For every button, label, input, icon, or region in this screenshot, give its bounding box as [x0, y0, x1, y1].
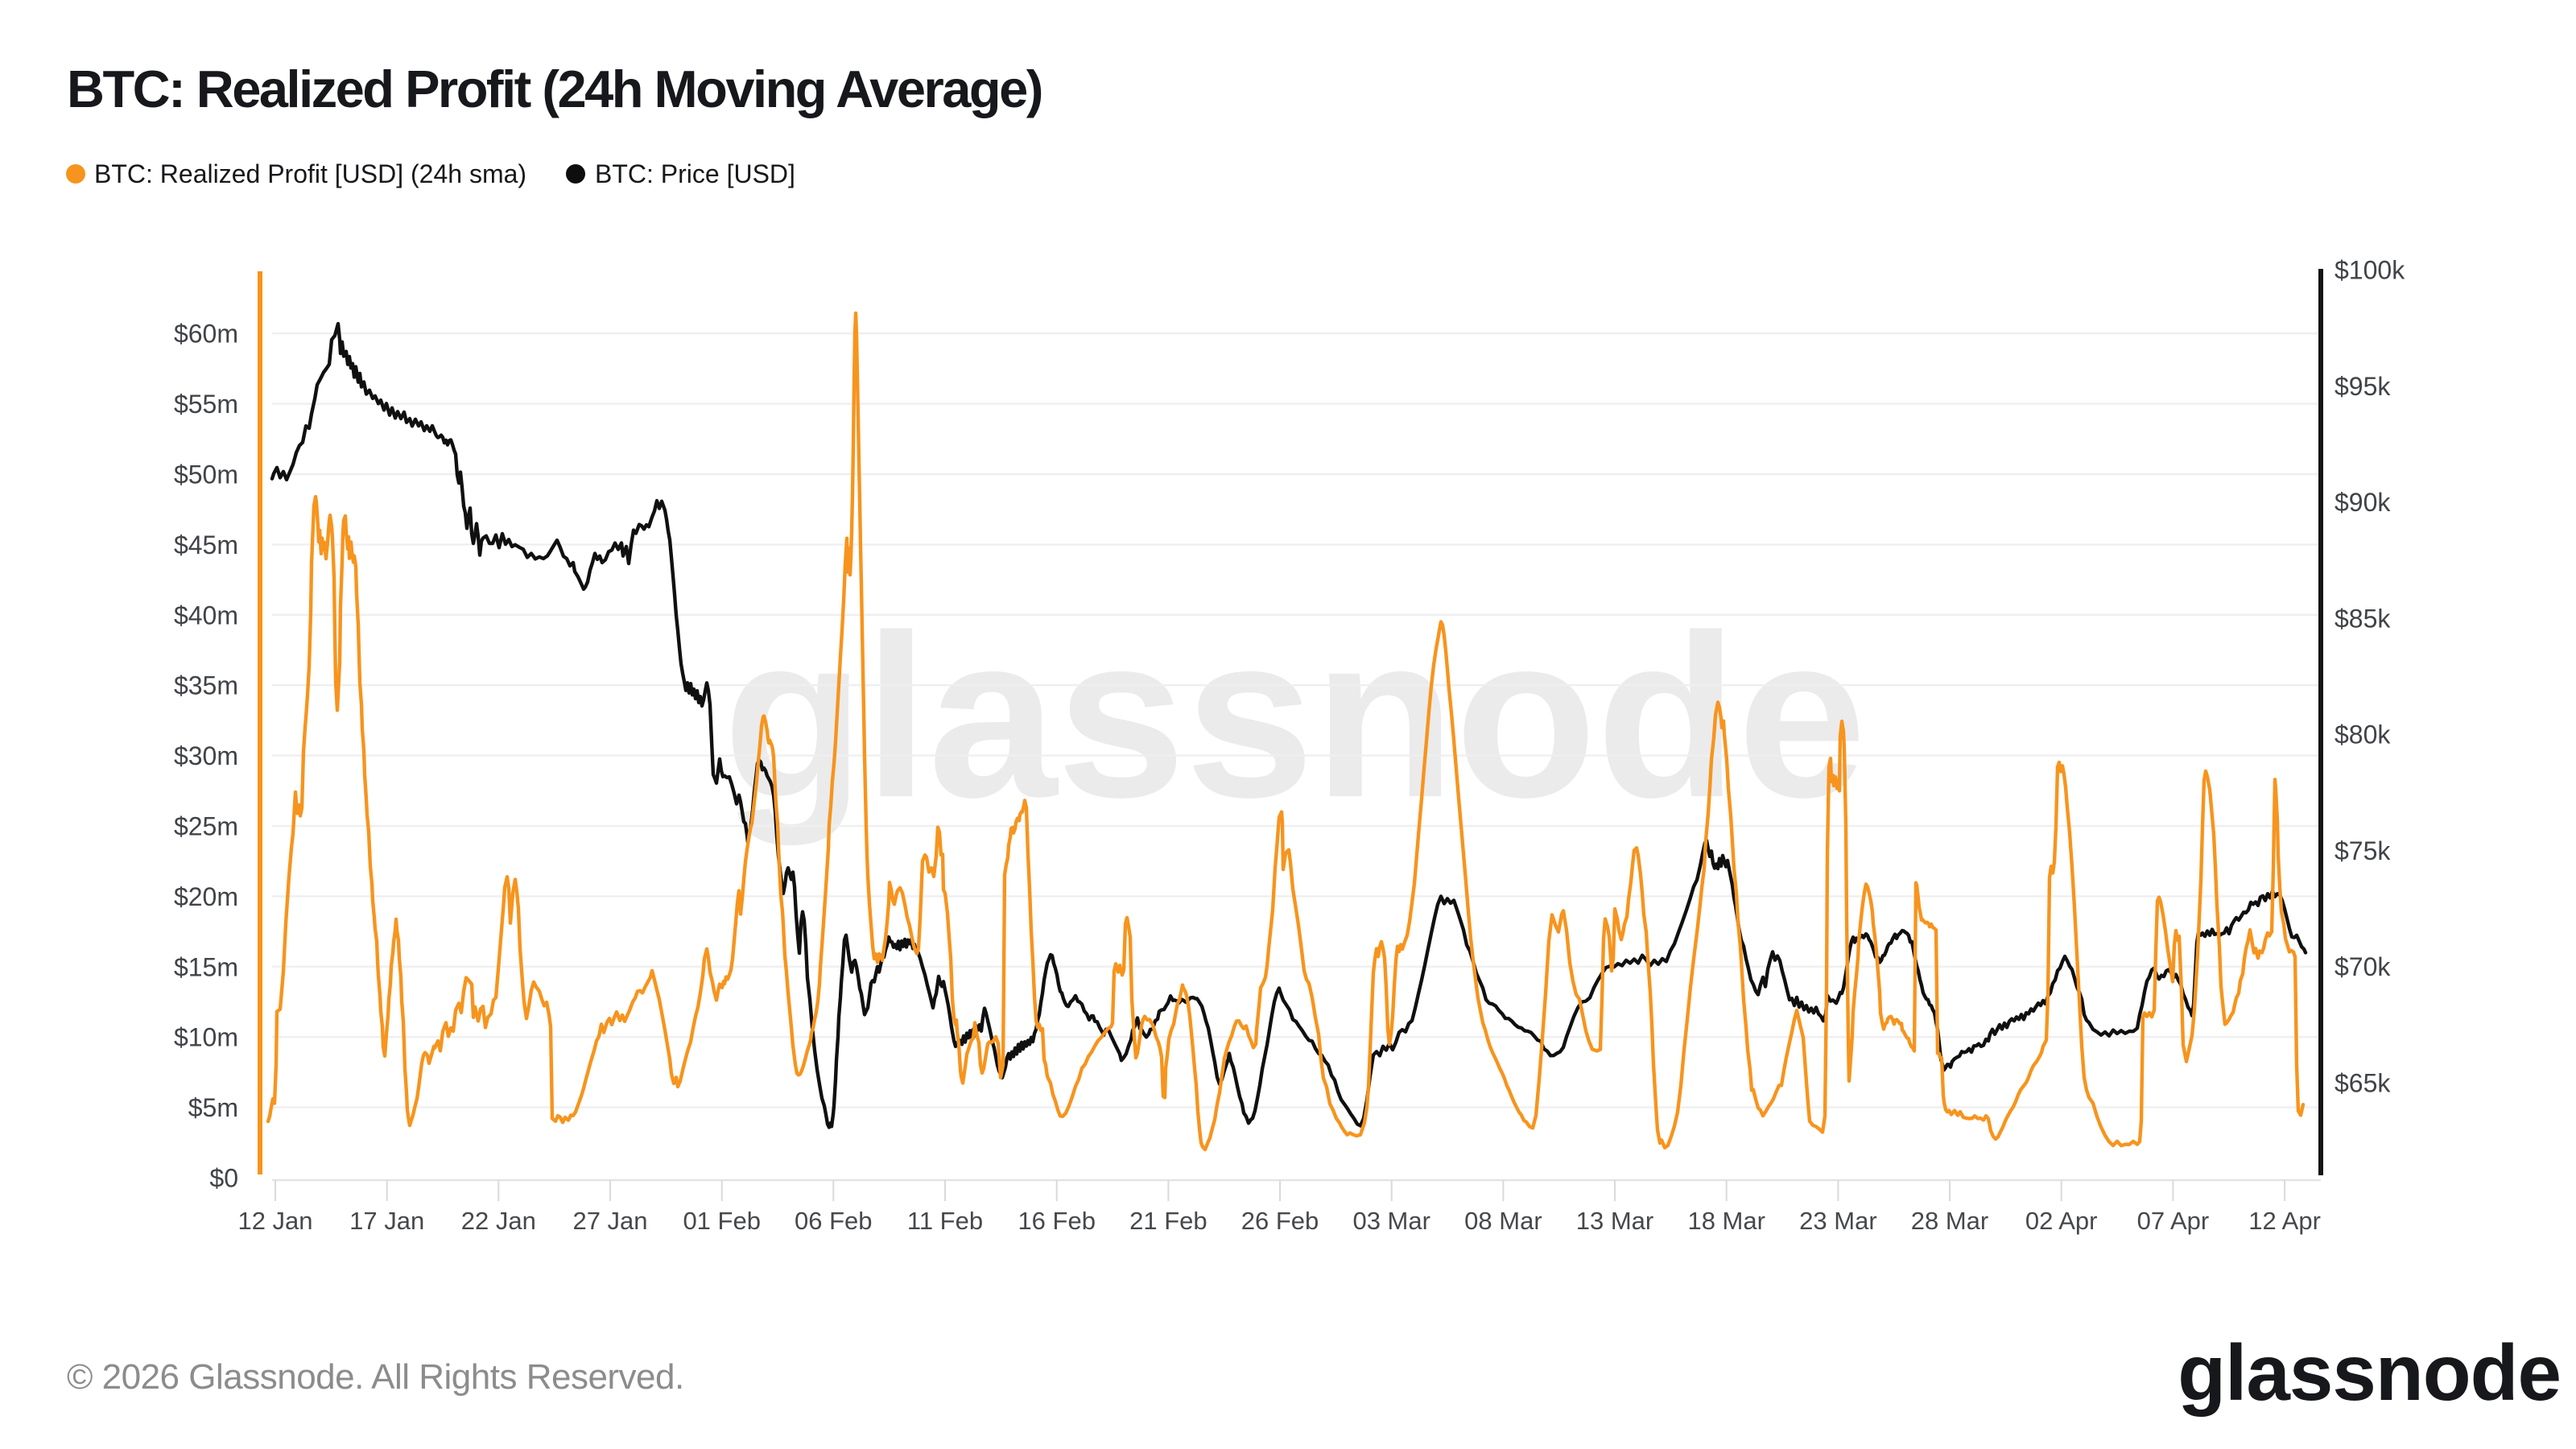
- svg-text:$80k: $80k: [2334, 720, 2391, 749]
- svg-text:23 Mar: 23 Mar: [1799, 1207, 1876, 1235]
- svg-text:$30m: $30m: [174, 741, 238, 770]
- svg-text:$75k: $75k: [2334, 836, 2391, 865]
- svg-text:07 Apr: 07 Apr: [2137, 1207, 2210, 1235]
- svg-text:$90k: $90k: [2334, 488, 2391, 517]
- svg-text:08 Mar: 08 Mar: [1464, 1207, 1542, 1235]
- svg-text:01 Feb: 01 Feb: [683, 1207, 761, 1235]
- svg-text:$85k: $85k: [2334, 604, 2391, 633]
- svg-text:18 Mar: 18 Mar: [1687, 1207, 1765, 1235]
- svg-text:13 Mar: 13 Mar: [1576, 1207, 1653, 1235]
- svg-text:$100k: $100k: [2334, 256, 2405, 285]
- svg-text:16 Feb: 16 Feb: [1018, 1207, 1096, 1235]
- svg-text:$5m: $5m: [188, 1093, 238, 1122]
- svg-text:02 Apr: 02 Apr: [2025, 1207, 2098, 1235]
- svg-text:BTC: Realized Profit (24h Movi: BTC: Realized Profit (24h Moving Average…: [67, 60, 1042, 118]
- svg-text:$25m: $25m: [174, 812, 238, 841]
- svg-text:BTC: Price [USD]: BTC: Price [USD]: [595, 159, 795, 188]
- svg-text:$40m: $40m: [174, 601, 238, 630]
- svg-text:glassnode: glassnode: [723, 587, 1866, 847]
- svg-text:$0: $0: [209, 1164, 238, 1193]
- svg-text:03 Mar: 03 Mar: [1352, 1207, 1430, 1235]
- svg-text:BTC: Realized Profit [USD] (24: BTC: Realized Profit [USD] (24h sma): [94, 159, 526, 188]
- svg-text:$10m: $10m: [174, 1023, 238, 1052]
- svg-text:17 Jan: 17 Jan: [349, 1207, 424, 1235]
- svg-text:$70k: $70k: [2334, 952, 2391, 981]
- svg-text:$60m: $60m: [174, 320, 238, 349]
- svg-text:27 Jan: 27 Jan: [572, 1207, 647, 1235]
- svg-text:12 Apr: 12 Apr: [2248, 1207, 2321, 1235]
- svg-text:21 Feb: 21 Feb: [1129, 1207, 1208, 1235]
- svg-text:12 Jan: 12 Jan: [237, 1207, 312, 1235]
- svg-text:$95k: $95k: [2334, 372, 2391, 401]
- svg-text:26 Feb: 26 Feb: [1241, 1207, 1319, 1235]
- svg-text:$45m: $45m: [174, 530, 238, 559]
- svg-text:$15m: $15m: [174, 952, 238, 981]
- svg-text:06 Feb: 06 Feb: [795, 1207, 873, 1235]
- svg-text:$55m: $55m: [174, 390, 238, 419]
- svg-text:$65k: $65k: [2334, 1069, 2391, 1098]
- svg-text:glassnode: glassnode: [2178, 1328, 2561, 1417]
- svg-text:22 Jan: 22 Jan: [461, 1207, 536, 1235]
- svg-text:© 2026 Glassnode. All Rights R: © 2026 Glassnode. All Rights Reserved.: [67, 1357, 684, 1397]
- svg-text:28 Mar: 28 Mar: [1911, 1207, 1988, 1235]
- svg-text:$50m: $50m: [174, 460, 238, 489]
- svg-text:11 Feb: 11 Feb: [907, 1207, 983, 1235]
- svg-text:$35m: $35m: [174, 671, 238, 700]
- svg-text:$20m: $20m: [174, 882, 238, 911]
